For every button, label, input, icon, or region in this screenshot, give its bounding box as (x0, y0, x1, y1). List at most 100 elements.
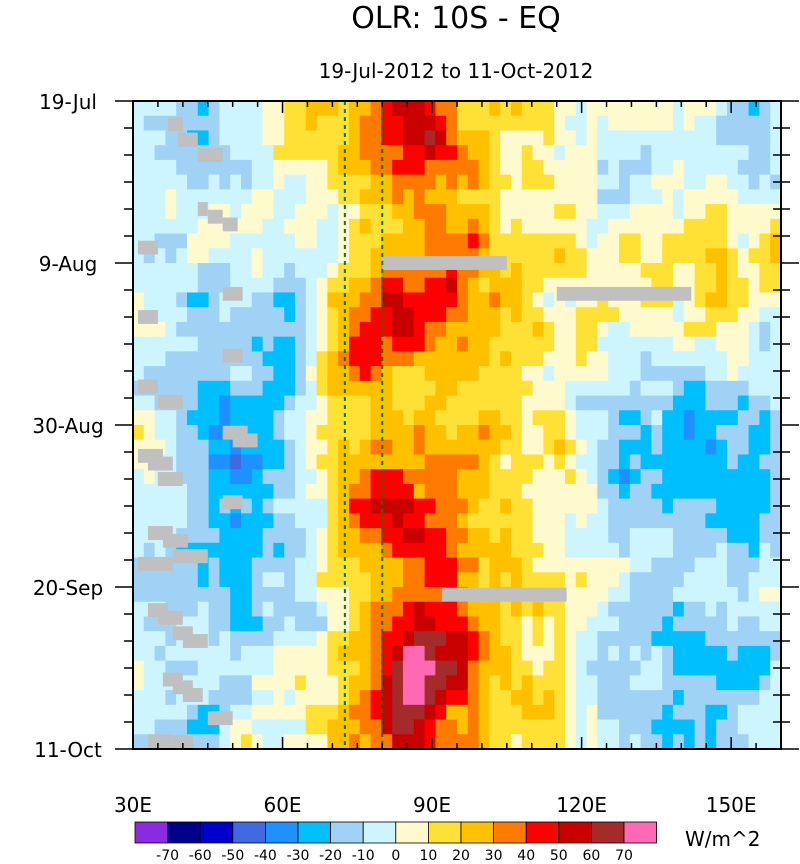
field-cell (381, 307, 393, 323)
field-cell (133, 616, 145, 632)
field-cell (543, 542, 555, 559)
field-cell (543, 277, 555, 294)
field-cell (230, 734, 242, 749)
field-cell (284, 410, 296, 426)
field-cell (673, 248, 685, 264)
field-cell (597, 263, 609, 279)
field-cell (629, 631, 642, 647)
field-cell (241, 366, 253, 382)
field-cell (241, 336, 253, 352)
field-cell (316, 248, 328, 264)
field-cell (424, 704, 436, 721)
x-axis: 30E 60E 90E 120E 150E (114, 101, 782, 817)
field-cell (608, 645, 620, 662)
field-cell (629, 204, 642, 220)
field-cell (478, 351, 490, 367)
field-cell (241, 454, 253, 470)
field-cell (565, 557, 577, 573)
field-cell (446, 277, 458, 294)
field-cell (338, 660, 350, 676)
field-cell (187, 395, 199, 411)
field-cell (284, 366, 296, 382)
field-cell (629, 321, 642, 338)
field-cell (608, 675, 620, 691)
field-cell (489, 542, 501, 559)
colorbar-swatch (167, 821, 201, 844)
field-cell (284, 454, 296, 470)
field-cell (370, 395, 382, 411)
field-cell (316, 719, 328, 735)
field-cell (651, 130, 663, 146)
field-cell (230, 366, 242, 382)
field-cell (446, 159, 458, 176)
field-cell (295, 616, 307, 632)
field-cell (511, 454, 523, 470)
field-cell (554, 675, 566, 691)
field-cell (575, 498, 588, 514)
field-cell (500, 366, 512, 382)
field-cell (716, 174, 728, 190)
colorbar-swatch (427, 821, 462, 844)
field-cell (370, 704, 382, 721)
field-cell (273, 498, 285, 514)
field-cell (273, 366, 285, 382)
field-cell (651, 336, 663, 352)
field-cell (413, 528, 426, 544)
field-cell (662, 395, 674, 411)
field-cell (619, 469, 631, 485)
field-cell (187, 557, 199, 573)
field-cell (716, 159, 728, 176)
field-cell (197, 248, 210, 264)
field-cell (748, 174, 760, 190)
field-cell (554, 336, 566, 352)
field-cell (327, 174, 339, 190)
field-cell (359, 218, 372, 235)
field-cell (392, 616, 404, 632)
missing-data-segment (172, 735, 193, 749)
field-cell (143, 587, 156, 603)
field-cell (165, 572, 177, 588)
field-cell (532, 101, 544, 117)
field-cell (727, 248, 739, 264)
field-cell (446, 130, 458, 146)
field-cell (565, 321, 577, 338)
field-cell (359, 572, 372, 588)
field-cell (597, 233, 609, 249)
field-cell (187, 587, 199, 603)
field-cell (251, 410, 264, 426)
field-cell (154, 425, 166, 441)
field-cell (532, 189, 544, 205)
field-cell (370, 616, 382, 632)
field-cell (521, 395, 534, 411)
field-cell (349, 410, 361, 426)
field-cell (154, 292, 166, 308)
field-cell (532, 645, 544, 662)
field-cell (251, 631, 264, 647)
field-cell (629, 174, 642, 190)
field-cell (381, 130, 393, 146)
field-cell (543, 380, 555, 397)
field-cell (165, 233, 177, 249)
field-cell (262, 204, 274, 220)
field-cell (683, 336, 696, 352)
field-cell (727, 601, 739, 618)
field-cell (359, 380, 372, 397)
field-cell (759, 233, 771, 249)
field-cell (381, 557, 393, 573)
field-cell (586, 174, 598, 190)
field-cell (251, 690, 264, 706)
field-cell (219, 307, 231, 323)
field-cell (489, 233, 501, 249)
field-cell (489, 572, 501, 588)
field-cell (133, 101, 145, 117)
field-cell (554, 159, 566, 176)
field-cell (673, 587, 685, 603)
field-cell (619, 263, 631, 279)
field-cell (165, 439, 177, 456)
field-cell (273, 469, 285, 485)
field-cell (759, 366, 771, 382)
field-cell (586, 351, 598, 367)
field-cell (543, 233, 555, 249)
field-cell (694, 145, 706, 161)
field-cell (500, 204, 512, 220)
